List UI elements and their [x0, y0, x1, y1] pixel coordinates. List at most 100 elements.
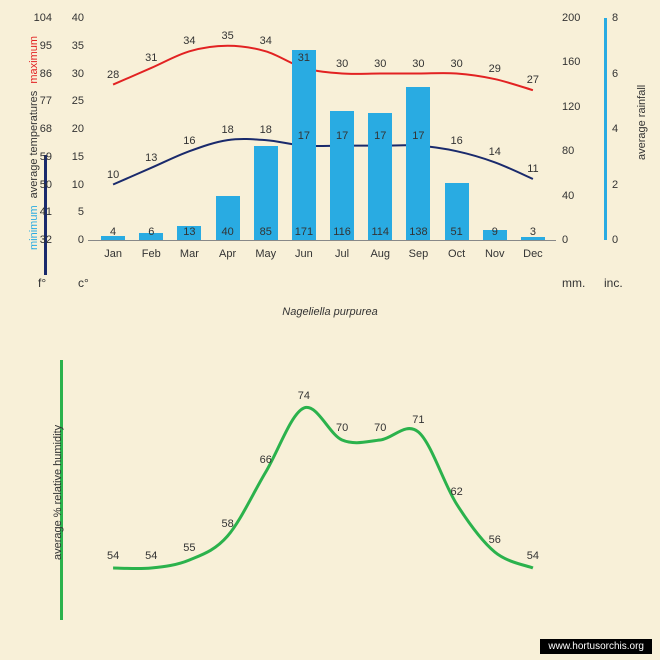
rainfall-value: 116 — [327, 226, 357, 238]
c-tick: 35 — [64, 40, 84, 52]
humidity-value: 54 — [521, 550, 545, 562]
rainfall-value: 114 — [365, 226, 395, 238]
in-tick: 2 — [612, 179, 618, 191]
f-tick: 68 — [30, 123, 52, 135]
rainfall-value: 13 — [174, 226, 204, 238]
temp-value: 14 — [483, 146, 507, 158]
rainfall-value: 85 — [251, 226, 281, 238]
month-label: Oct — [442, 248, 472, 260]
in-tick: 8 — [612, 12, 618, 24]
in-tick: 6 — [612, 68, 618, 80]
c-tick: 20 — [64, 123, 84, 135]
c-tick: 0 — [64, 234, 84, 246]
chart-title: Nageliella purpurea — [0, 306, 660, 318]
f-tick: 104 — [30, 12, 52, 24]
mm-tick: 0 — [562, 234, 568, 246]
month-label: Nov — [480, 248, 510, 260]
temp-value: 13 — [139, 152, 163, 164]
temp-value: 30 — [445, 58, 469, 70]
rainfall-bar — [406, 87, 430, 240]
rainfall-value: 6 — [136, 226, 166, 238]
temp-value: 17 — [368, 130, 392, 142]
humidity-value: 58 — [216, 518, 240, 530]
humidity-value: 70 — [368, 422, 392, 434]
temp-value: 34 — [254, 35, 278, 47]
rainfall-bar — [292, 50, 316, 240]
humidity-value: 70 — [330, 422, 354, 434]
temp-value: 11 — [521, 163, 545, 175]
humidity-value: 62 — [445, 486, 469, 498]
rainfall-value: 9 — [480, 226, 510, 238]
temp-value: 29 — [483, 63, 507, 75]
month-label: Feb — [136, 248, 166, 260]
temp-value: 17 — [292, 130, 316, 142]
f-tick: 32 — [30, 234, 52, 246]
mm-axis-line — [556, 18, 558, 240]
temp-value: 16 — [445, 135, 469, 147]
humidity-value: 54 — [139, 550, 163, 562]
mm-tick: 120 — [562, 101, 580, 113]
temp-value: 17 — [406, 130, 430, 142]
humidity-value: 54 — [101, 550, 125, 562]
f-tick: 50 — [30, 179, 52, 191]
f-tick: 59 — [30, 151, 52, 163]
month-label: Mar — [174, 248, 204, 260]
c-tick: 30 — [64, 68, 84, 80]
temp-value: 34 — [177, 35, 201, 47]
f-tick: 41 — [30, 206, 52, 218]
rainfall-value: 3 — [518, 226, 548, 238]
month-label: Jun — [289, 248, 319, 260]
rainfall-value: 40 — [213, 226, 243, 238]
month-label: May — [251, 248, 281, 260]
humidity-value: 55 — [177, 542, 201, 554]
bottom-chart-line — [94, 360, 552, 600]
c-tick: 40 — [64, 12, 84, 24]
f-tick: 77 — [30, 95, 52, 107]
temp-value: 30 — [368, 58, 392, 70]
month-label: Aug — [365, 248, 395, 260]
temp-value: 17 — [330, 130, 354, 142]
c-tick: 25 — [64, 95, 84, 107]
temp-value: 18 — [254, 124, 278, 136]
in-tick: 4 — [612, 123, 618, 135]
temp-value: 35 — [216, 30, 240, 42]
temp-value: 10 — [101, 169, 125, 181]
f-tick: 95 — [30, 40, 52, 52]
temp-value: 31 — [139, 52, 163, 64]
humidity-value: 66 — [254, 454, 278, 466]
rainfall-value: 138 — [403, 226, 433, 238]
unit-in: inc. — [604, 276, 623, 290]
mm-tick: 80 — [562, 145, 574, 157]
in-tick: 0 — [612, 234, 618, 246]
mm-tick: 200 — [562, 12, 580, 24]
month-label: Jan — [98, 248, 128, 260]
month-label: Jul — [327, 248, 357, 260]
temp-value: 18 — [216, 124, 240, 136]
unit-f: f° — [38, 276, 46, 290]
f-tick: 86 — [30, 68, 52, 80]
mm-tick: 160 — [562, 56, 580, 68]
month-label: Apr — [213, 248, 243, 260]
c-tick: 10 — [64, 179, 84, 191]
humidity-axis-label: average % relative humidity — [52, 425, 64, 560]
humidity-value: 71 — [406, 414, 430, 426]
footer-credit: www.hortusorchis.org — [540, 639, 652, 654]
temp-value: 31 — [292, 52, 316, 64]
rainfall-value: 4 — [98, 226, 128, 238]
humidity-value: 56 — [483, 534, 507, 546]
c-tick: 5 — [64, 206, 84, 218]
rainfall-axis-label: average rainfall — [636, 85, 648, 160]
in-axis-line — [604, 18, 607, 240]
temp-value: 16 — [177, 135, 201, 147]
unit-c: c° — [78, 276, 89, 290]
temp-value: 30 — [330, 58, 354, 70]
rainfall-value: 171 — [289, 226, 319, 238]
humidity-value: 74 — [292, 390, 316, 402]
mm-tick: 40 — [562, 190, 574, 202]
unit-mm: mm. — [562, 276, 585, 290]
c-axis-line — [88, 18, 90, 240]
temp-value: 27 — [521, 74, 545, 86]
temp-value: 30 — [406, 58, 430, 70]
month-label: Dec — [518, 248, 548, 260]
temp-value: 28 — [101, 69, 125, 81]
